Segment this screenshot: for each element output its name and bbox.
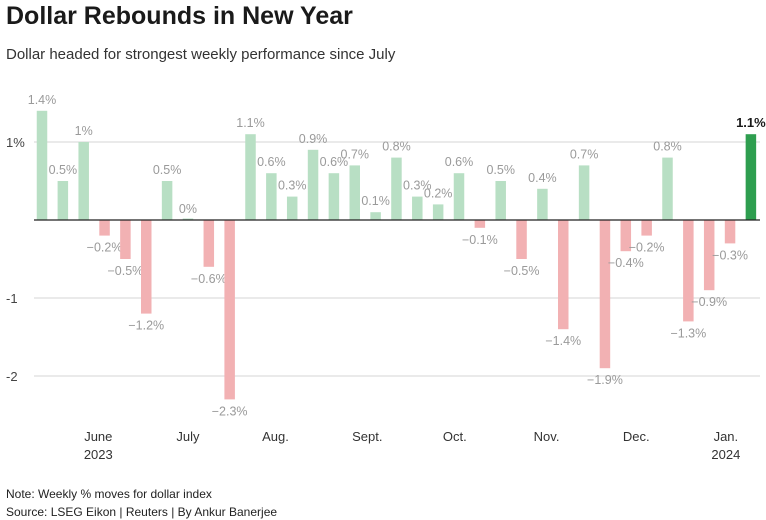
bar-value-label: 1% bbox=[75, 124, 93, 138]
bar bbox=[516, 220, 527, 259]
x-tick-label: Oct. bbox=[443, 429, 467, 444]
y-tick-label: -1 bbox=[6, 291, 18, 306]
bar bbox=[683, 220, 694, 322]
bar-value-label: 0.3% bbox=[403, 179, 432, 193]
bar-value-label: 1.1% bbox=[236, 116, 265, 130]
x-tick-label: Sept. bbox=[352, 429, 382, 444]
bar bbox=[558, 220, 569, 330]
x-tick-label: Nov. bbox=[534, 429, 560, 444]
bar bbox=[328, 173, 340, 220]
bar-value-label: −0.5% bbox=[504, 264, 540, 278]
bar bbox=[599, 220, 611, 369]
bar bbox=[349, 165, 360, 220]
chart-title: Dollar Rebounds in New Year bbox=[6, 2, 353, 30]
bar-value-label: −0.3% bbox=[712, 248, 748, 262]
bar bbox=[99, 220, 110, 236]
x-tick-label: Aug. bbox=[262, 429, 289, 444]
bar-value-label: 1.1% bbox=[736, 115, 766, 130]
bar-value-label: 0.5% bbox=[486, 163, 515, 177]
bar-value-label: 0.5% bbox=[153, 163, 182, 177]
bar bbox=[662, 157, 673, 220]
bar bbox=[57, 181, 69, 220]
x-tick-label: July bbox=[176, 429, 200, 444]
bar bbox=[307, 149, 319, 220]
bar bbox=[474, 220, 486, 228]
bar-value-label: 0% bbox=[179, 202, 197, 216]
bar bbox=[120, 220, 131, 259]
bar bbox=[286, 196, 298, 220]
chart-subtitle: Dollar headed for strongest weekly perfo… bbox=[6, 46, 396, 63]
bar-value-label: −0.4% bbox=[608, 256, 644, 270]
x-tick-year-label: 2023 bbox=[84, 447, 113, 462]
bar-value-label: −1.2% bbox=[128, 319, 164, 333]
bar-value-label: −1.3% bbox=[670, 326, 706, 340]
bar-value-label: −0.5% bbox=[108, 264, 144, 278]
chart-source: Source: LSEG Eikon | Reuters | By Ankur … bbox=[6, 505, 278, 519]
bar bbox=[703, 220, 715, 291]
x-tick-label: Jan. bbox=[714, 429, 739, 444]
bar bbox=[412, 196, 423, 220]
bar-value-label: 0.6% bbox=[257, 155, 286, 169]
bar bbox=[724, 220, 736, 244]
bar bbox=[620, 220, 632, 252]
bar-value-label: −1.9% bbox=[587, 373, 623, 387]
bar-value-label: 0.2% bbox=[424, 186, 453, 200]
bar bbox=[78, 142, 89, 220]
bar bbox=[36, 110, 48, 220]
bar-value-label: −0.9% bbox=[691, 295, 727, 309]
bar bbox=[537, 188, 548, 220]
bar bbox=[432, 204, 444, 220]
bar bbox=[245, 134, 256, 220]
chart-note: Note: Weekly % moves for dollar index bbox=[6, 487, 212, 501]
bar-value-label: 0.6% bbox=[320, 155, 349, 169]
bar bbox=[266, 173, 277, 220]
bar bbox=[453, 173, 465, 220]
bar-value-label: 0.9% bbox=[299, 132, 328, 146]
bar bbox=[370, 212, 381, 220]
bar-value-label: 0.5% bbox=[49, 163, 78, 177]
y-tick-label: -2 bbox=[6, 369, 18, 384]
y-tick-label: 1% bbox=[6, 135, 25, 150]
bar bbox=[141, 220, 152, 314]
bar-value-label: 0.6% bbox=[445, 155, 474, 169]
bar bbox=[578, 165, 590, 220]
bar-value-label: 0.4% bbox=[528, 171, 557, 185]
bar bbox=[745, 134, 757, 220]
bar-value-label: 1.4% bbox=[28, 93, 57, 107]
x-tick-label: Dec. bbox=[623, 429, 650, 444]
bar-value-label: −0.2% bbox=[629, 241, 665, 255]
bar bbox=[391, 157, 402, 220]
bar bbox=[203, 220, 215, 267]
bar-value-label: −2.3% bbox=[212, 404, 248, 418]
bar-value-label: −0.6% bbox=[191, 272, 227, 286]
bar-value-label: 0.3% bbox=[278, 179, 307, 193]
bar bbox=[161, 181, 173, 220]
bar-value-label: −0.2% bbox=[87, 241, 123, 255]
x-tick-label: June bbox=[84, 429, 112, 444]
bar bbox=[495, 181, 506, 220]
x-tick-year-label: 2024 bbox=[711, 447, 740, 462]
bar bbox=[182, 218, 194, 220]
bar-value-label: 0.7% bbox=[570, 147, 599, 161]
bar-value-label: 0.8% bbox=[653, 140, 682, 154]
bar-value-label: −1.4% bbox=[545, 334, 581, 348]
bar-value-label: 0.7% bbox=[341, 147, 370, 161]
bar-value-label: −0.1% bbox=[462, 233, 498, 247]
bar bbox=[224, 220, 235, 400]
bar-value-label: 0.1% bbox=[361, 194, 390, 208]
bar-value-label: 0.8% bbox=[382, 140, 411, 154]
bar bbox=[641, 220, 652, 236]
